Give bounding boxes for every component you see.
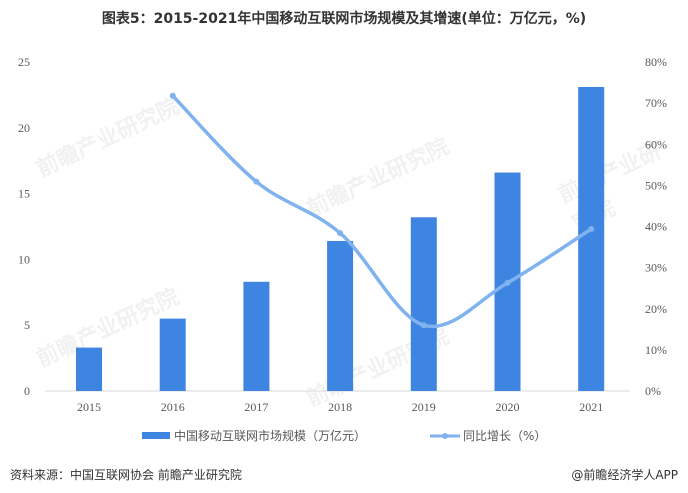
line-point	[420, 322, 427, 329]
right-tick-label: 0%	[645, 384, 661, 398]
growth-line	[171, 94, 593, 329]
right-tick-label: 60%	[645, 137, 667, 151]
x-tick-label: 2020	[496, 400, 520, 414]
x-tick-label: 2021	[579, 400, 603, 414]
x-tick-label: 2017	[244, 400, 268, 414]
x-tick-label: 2015	[77, 400, 101, 414]
line-point	[588, 225, 595, 232]
left-tick-label: 25	[18, 55, 30, 69]
legend-bar-label: 中国移动互联网市场规模（万亿元）	[174, 428, 366, 443]
line-point	[253, 178, 260, 185]
left-tick-label: 10	[18, 252, 30, 266]
bar	[578, 87, 605, 391]
legend-line-marker	[442, 433, 448, 439]
line-point	[337, 230, 344, 237]
right-tick-label: 50%	[645, 178, 667, 192]
legend-bar-swatch	[142, 432, 170, 439]
bar	[327, 240, 354, 391]
source-note: 资料来源：中国互联网协会 前瞻产业研究院	[10, 468, 242, 482]
left-tick-label: 20	[18, 121, 30, 135]
line-point	[504, 279, 511, 286]
x-tick-label: 2019	[412, 400, 436, 414]
x-tick-label: 2016	[161, 400, 185, 414]
line-point	[169, 92, 176, 99]
legend: 中国移动互联网市场规模（万亿元） 同比增长（%）	[142, 428, 546, 443]
legend-line-label: 同比增长（%）	[463, 429, 546, 443]
chart-title: 图表5：2015-2021年中国移动互联网市场规模及其增速(单位：万亿元，%)	[101, 11, 587, 27]
left-tick-label: 0	[24, 384, 30, 398]
right-tick-label: 10%	[645, 343, 667, 357]
right-tick-label: 30%	[645, 261, 667, 275]
right-tick-label: 80%	[645, 55, 667, 69]
left-tick-label: 5	[24, 318, 30, 332]
bar	[76, 347, 102, 391]
bar	[159, 318, 186, 391]
bar	[243, 281, 270, 391]
bar	[410, 217, 437, 391]
left-tick-label: 15	[18, 187, 30, 201]
right-tick-label: 70%	[645, 96, 667, 110]
right-tick-label: 20%	[645, 302, 667, 316]
right-tick-label: 40%	[645, 220, 667, 234]
x-tick-label: 2018	[328, 400, 352, 414]
brand-credit: @前瞻经济学人APP	[571, 468, 678, 482]
